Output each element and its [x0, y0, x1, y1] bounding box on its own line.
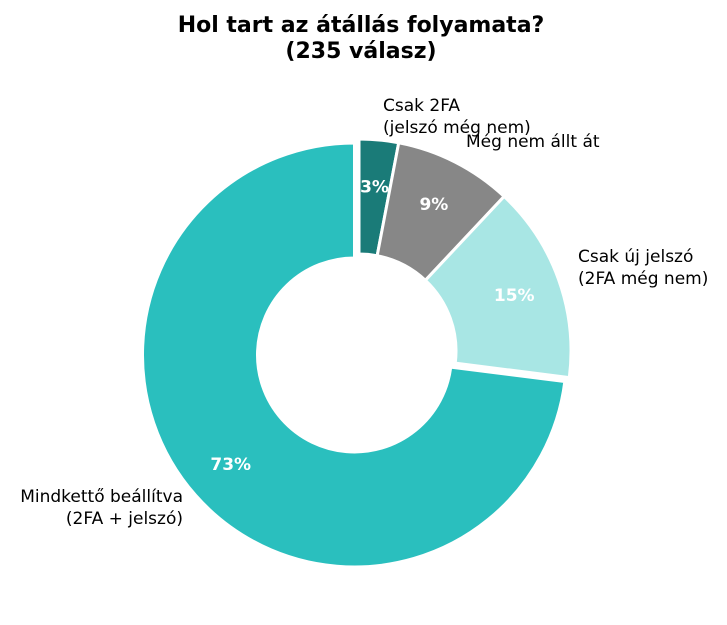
slice-category-label-3-line-1: Csak új jelszó — [578, 247, 693, 267]
slice-pct-label-3: 15% — [494, 286, 535, 306]
slice-labels: 3% Csak 2FA(jelszó még nem) 9% Még nem állt… — [20, 96, 708, 529]
donut-slice-3 — [423, 194, 573, 380]
donut-slice-4 — [141, 141, 567, 569]
slice-pct-label-2: 9% — [419, 195, 448, 215]
slice-category-label-3-line-2: (2FA még nem) — [578, 269, 708, 289]
slice-category-label-2-line-1: Még nem állt át — [466, 132, 600, 152]
slice-pct-label-1: 3% — [360, 178, 389, 198]
slice-category-label-1-line-1: Csak 2FA — [383, 96, 460, 116]
slice-category-label-1-line-2: (jelszó még nem) — [383, 118, 531, 138]
slice-category-label-4-line-2: (2FA + jelszó) — [66, 509, 183, 529]
chart-title-line-2: (235 válasz) — [285, 39, 436, 64]
slice-category-label-4-line-1: Mindkettő beállítva — [20, 487, 183, 507]
slice-pct-label-4: 73% — [210, 455, 251, 475]
donut-slices — [141, 137, 573, 569]
chart-title-line-1: Hol tart az átállás folyamata? — [178, 13, 545, 38]
